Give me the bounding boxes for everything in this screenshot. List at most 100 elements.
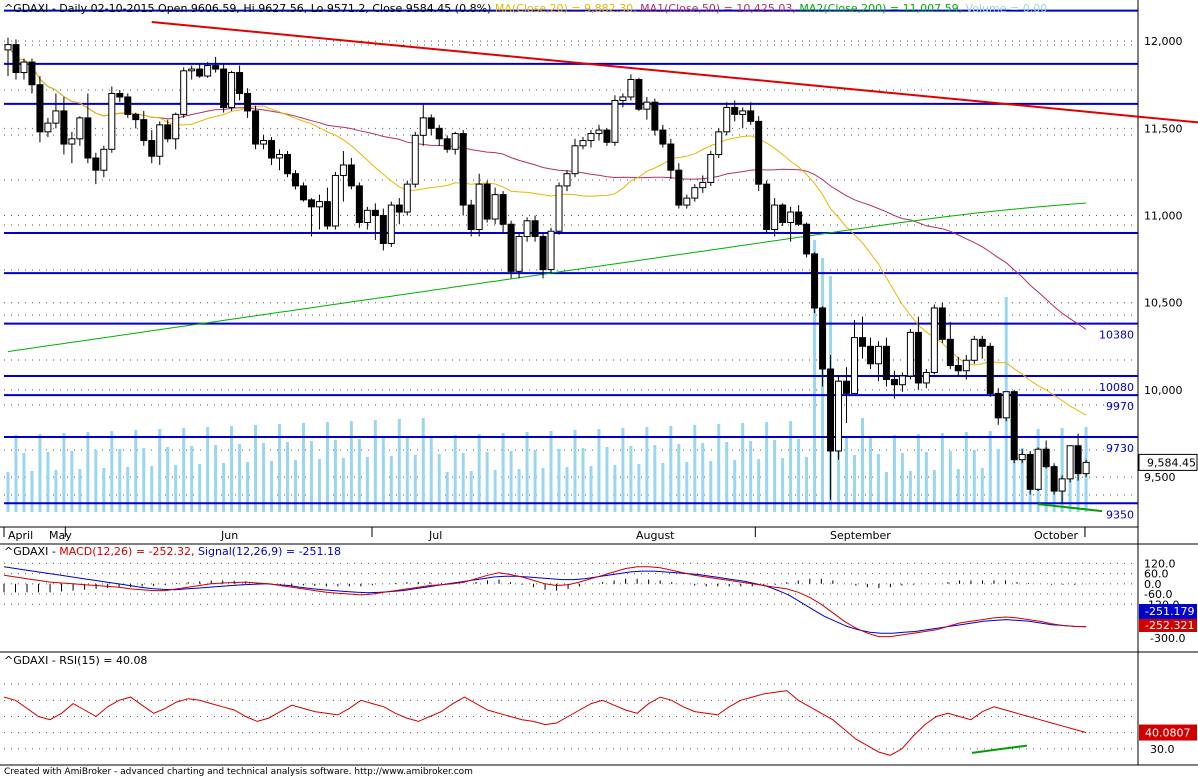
volume-bar (876, 454, 880, 512)
volume-bar (549, 431, 553, 512)
candle-body (403, 183, 411, 213)
volume-bar (429, 436, 433, 512)
volume-bar (557, 449, 561, 512)
volume-bar (605, 447, 609, 512)
rsi-legend: ^GDAXI - RSI(15) = 40.08 (4, 654, 147, 667)
month-label: May (49, 529, 72, 542)
macd-axis-label: 120.0 (1144, 557, 1176, 570)
volume-bar (110, 431, 114, 512)
candle-body (116, 92, 124, 98)
volume-bar (278, 424, 282, 512)
candle-body (874, 345, 882, 365)
candle-body (531, 220, 539, 237)
volume-bar (46, 452, 50, 512)
volume-legend: Volume = 0.00 (965, 2, 1048, 15)
rsi-legend-value: ^GDAXI - RSI(15) = 40.08 (4, 654, 148, 667)
volume-bar (853, 455, 856, 512)
volume-bar (789, 421, 793, 512)
trendline (151, 20, 1198, 124)
candle-body (355, 185, 363, 224)
volume-bar (565, 467, 569, 512)
candle-body (882, 345, 890, 380)
volume-bar (908, 471, 912, 512)
candle-body (1002, 391, 1010, 419)
candle-body (36, 84, 44, 133)
candle-body (28, 61, 36, 86)
volume-bar (134, 430, 138, 512)
candle-body (922, 371, 930, 384)
candle-body (379, 215, 387, 244)
volume-bar (1020, 448, 1024, 512)
volume-bar (940, 433, 944, 512)
candle-body (858, 337, 866, 347)
candle-body (898, 375, 906, 386)
candle-body (803, 223, 811, 255)
macd-value-box (1139, 619, 1197, 632)
volume-bar (262, 443, 266, 512)
candle-body (347, 164, 355, 187)
candle-body (571, 145, 579, 175)
volume-bar (214, 445, 218, 512)
candle-body (779, 204, 787, 224)
volume-bar (381, 438, 385, 512)
level-label: 9350 (1106, 508, 1134, 521)
rsi-line (3, 690, 1087, 756)
volume-bar (629, 446, 633, 512)
candle-body (755, 120, 763, 185)
volume-bar (773, 440, 777, 512)
volume-bar (845, 437, 849, 512)
volume-bar (198, 464, 202, 512)
volume-bar (150, 466, 154, 512)
volume-bar (1060, 428, 1064, 512)
volume-bar (86, 432, 90, 512)
volume-bar (293, 460, 297, 512)
candle-body (291, 173, 299, 187)
volume-bar (948, 451, 952, 512)
volume-bar (325, 422, 329, 512)
macd-axis-label: 60.0 (1144, 568, 1169, 581)
volume-bar (14, 435, 18, 512)
candle-body (579, 140, 587, 147)
volume-bar (924, 452, 928, 512)
candle-body (611, 99, 619, 143)
candle-body (108, 92, 116, 150)
candle-body (691, 187, 699, 199)
volume-bar (725, 442, 729, 512)
candle-body (284, 154, 291, 175)
candle-body (1066, 445, 1074, 480)
volume-bar (932, 470, 936, 512)
candle-body (148, 140, 156, 157)
candle-body (603, 129, 611, 143)
candle-body (587, 133, 595, 142)
candle-body (595, 129, 603, 135)
candle-body (268, 140, 276, 159)
volume-bar (693, 425, 697, 512)
candle-body (140, 119, 148, 142)
volume-bar (1012, 430, 1016, 512)
volume-bar (741, 423, 745, 512)
symbol-info: ^GDAXI - Daily 02-10-2015 Open 9606.59, … (4, 2, 492, 15)
price-axis-label: 12,000 (1144, 35, 1183, 48)
candle-body (954, 365, 962, 372)
candle-body (1026, 453, 1034, 490)
candle-body (451, 133, 459, 150)
volume-bar (301, 423, 305, 512)
volume-bar (573, 430, 577, 512)
candle-body (986, 345, 994, 394)
rsi-value-label: 40.0807 (1145, 727, 1191, 740)
price-axis-label: 10,500 (1144, 297, 1183, 310)
candle-body (970, 338, 978, 361)
candle-body (827, 368, 835, 452)
candle-body (172, 113, 180, 140)
price-axis-label: 11,500 (1144, 122, 1183, 135)
candle-body (76, 117, 84, 140)
volume-bar (868, 436, 872, 512)
volume-bar (964, 432, 968, 512)
volume-bar (701, 443, 705, 512)
last-price-label: 9,584.45 (1147, 456, 1196, 469)
volume-bar (246, 462, 250, 512)
price-axis-label: 11,000 (1144, 210, 1183, 223)
rsi-axis-label: 30.0 (1150, 743, 1175, 756)
candle-body (483, 183, 491, 220)
